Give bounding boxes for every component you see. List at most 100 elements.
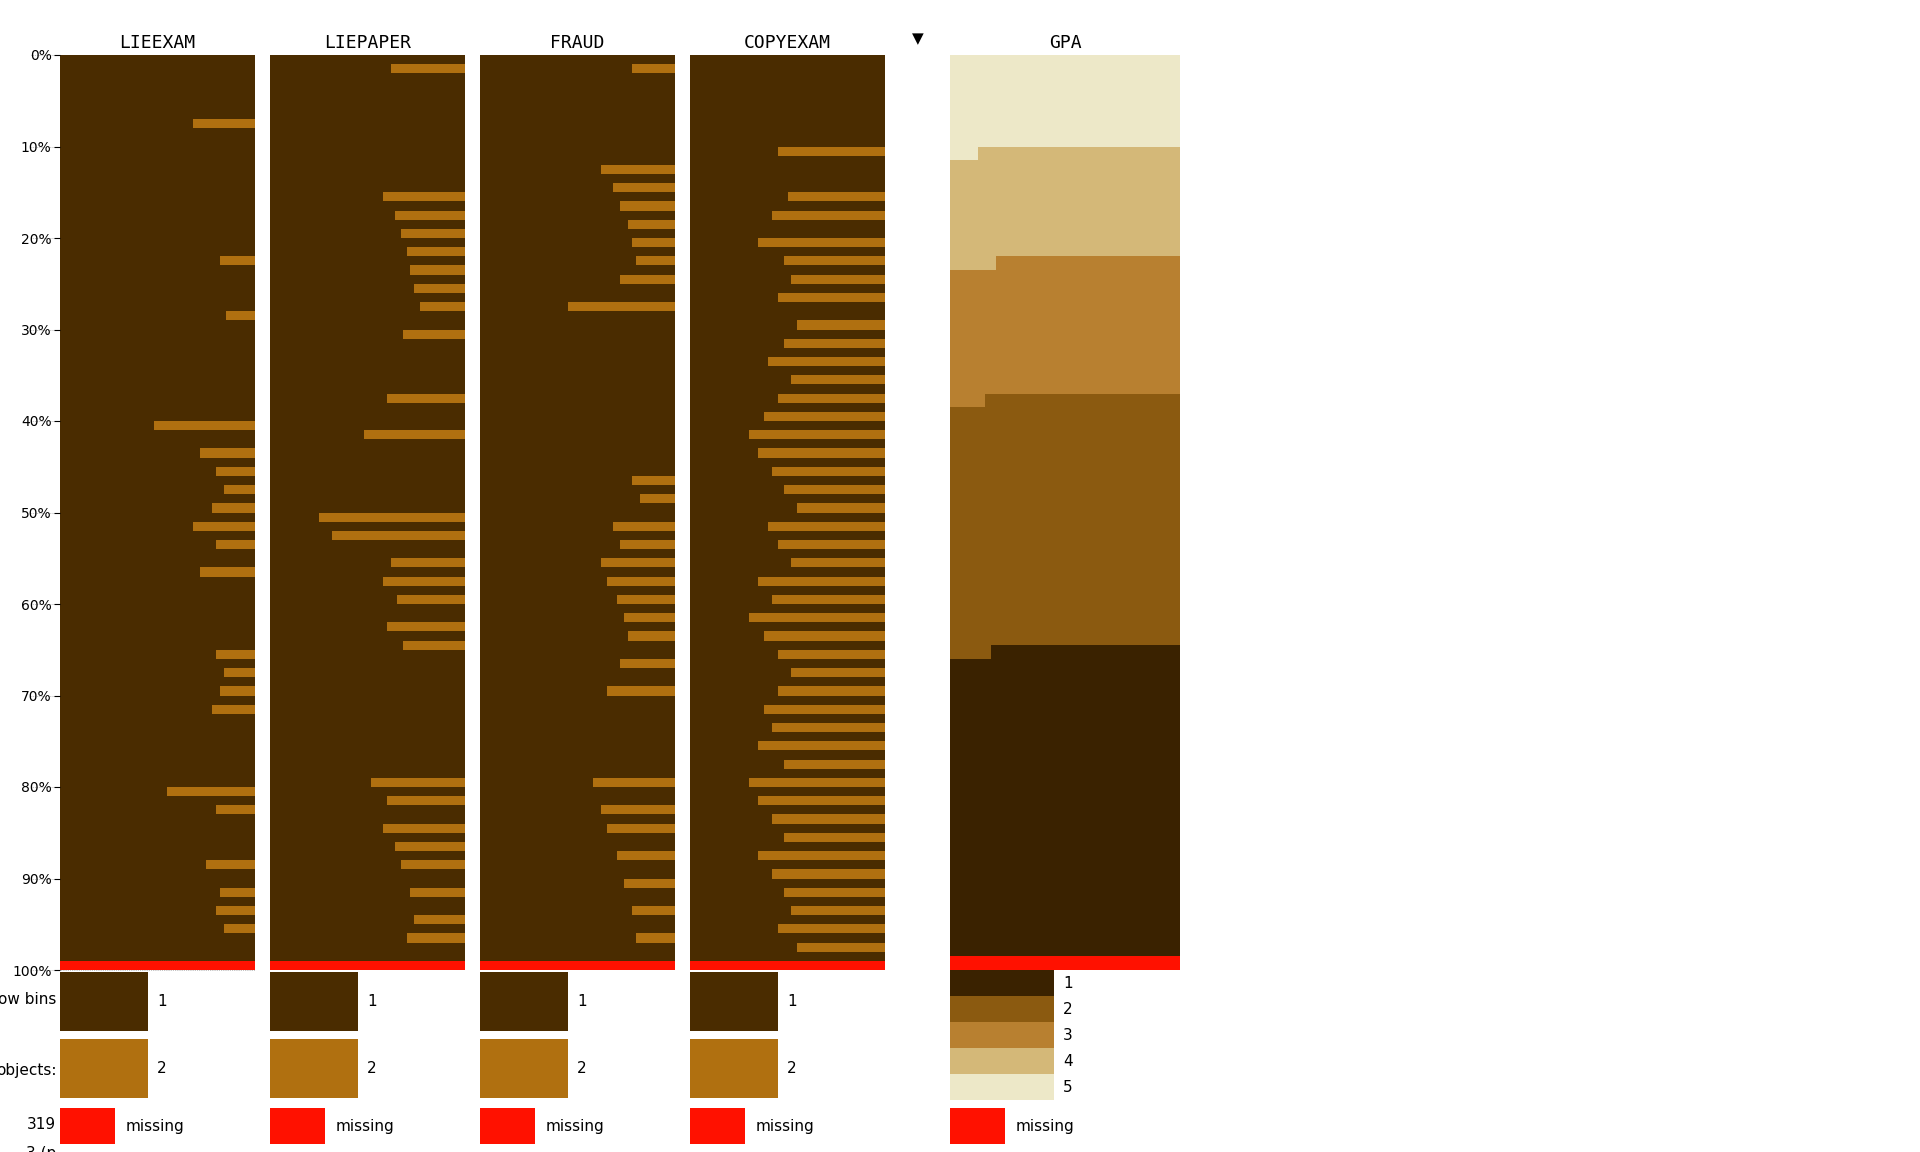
Bar [778, 650, 885, 659]
Bar [791, 274, 885, 283]
Bar [636, 256, 676, 265]
Text: 3: 3 [1064, 1028, 1073, 1043]
Bar [601, 559, 676, 568]
Text: 2: 2 [787, 1061, 797, 1076]
Bar [772, 870, 885, 879]
Bar [639, 494, 676, 503]
Bar [221, 888, 255, 896]
Bar [950, 645, 1181, 956]
Text: 1: 1 [787, 994, 797, 1009]
Bar [791, 668, 885, 677]
Title: GPA: GPA [1048, 35, 1081, 52]
Text: ▼: ▼ [912, 31, 924, 46]
Bar [225, 485, 255, 494]
Bar [950, 394, 985, 408]
Bar [215, 905, 255, 915]
Bar [950, 256, 1181, 394]
Bar [797, 503, 885, 513]
Bar [778, 293, 885, 302]
Bar [221, 687, 255, 696]
Text: 1: 1 [1064, 976, 1073, 991]
Bar [628, 220, 676, 229]
Bar [758, 796, 885, 805]
Bar [764, 412, 885, 420]
Bar [205, 861, 255, 870]
Text: missing: missing [127, 1119, 184, 1134]
Bar [401, 861, 465, 870]
Bar [271, 961, 465, 970]
Bar [783, 339, 885, 348]
Bar [607, 687, 676, 696]
Text: 2: 2 [157, 1061, 167, 1076]
Bar [384, 192, 465, 202]
Bar [620, 274, 676, 283]
Bar [616, 594, 676, 604]
Bar [772, 814, 885, 824]
Bar [411, 888, 465, 896]
Bar [758, 851, 885, 861]
Bar [787, 961, 885, 970]
Bar [411, 265, 465, 274]
Text: 1: 1 [578, 994, 588, 1009]
Text: 2: 2 [1064, 1001, 1073, 1016]
Bar [778, 394, 885, 403]
Bar [632, 65, 676, 74]
Bar [601, 165, 676, 174]
Bar [225, 924, 255, 933]
Text: row bins: row bins [0, 992, 56, 1007]
Text: objects:: objects: [0, 1063, 56, 1078]
Bar [791, 376, 885, 385]
Bar [192, 119, 255, 128]
Bar [601, 805, 676, 814]
Bar [167, 787, 255, 796]
Bar [192, 522, 255, 531]
Bar [620, 540, 676, 550]
Bar [778, 924, 885, 933]
Bar [758, 448, 885, 457]
Bar [612, 183, 676, 192]
Bar [783, 833, 885, 842]
Text: 2: 2 [578, 1061, 588, 1076]
Bar [225, 668, 255, 677]
Bar [950, 956, 1181, 970]
Bar [636, 933, 676, 942]
Title: LIEPAPER: LIEPAPER [324, 35, 411, 52]
Text: 4: 4 [1064, 1053, 1073, 1069]
Bar [332, 531, 465, 540]
Bar [778, 146, 885, 156]
Bar [392, 65, 465, 74]
Bar [407, 248, 465, 256]
Bar [397, 594, 465, 604]
Bar [371, 778, 465, 787]
Bar [772, 467, 885, 476]
Text: 2: 2 [367, 1061, 376, 1076]
Bar [950, 55, 1181, 146]
Bar [778, 540, 885, 550]
Bar [772, 211, 885, 220]
Text: missing: missing [336, 1119, 396, 1134]
Bar [797, 942, 885, 952]
Text: 1: 1 [367, 994, 376, 1009]
Bar [950, 256, 996, 270]
Bar [768, 522, 885, 531]
Bar [568, 302, 676, 311]
Bar [388, 394, 465, 403]
Bar [154, 420, 255, 430]
Bar [749, 430, 885, 439]
Bar [211, 503, 255, 513]
Bar [758, 238, 885, 248]
Text: missing: missing [1016, 1119, 1075, 1134]
Bar [593, 778, 676, 787]
Bar [396, 842, 465, 851]
Bar [758, 576, 885, 585]
Bar [215, 805, 255, 814]
Bar [783, 485, 885, 494]
Bar [388, 796, 465, 805]
Bar [772, 594, 885, 604]
Bar [200, 448, 255, 457]
Text: 5: 5 [1064, 1079, 1073, 1094]
Bar [624, 879, 676, 888]
Bar [363, 430, 465, 439]
Text: 319: 319 [27, 1117, 56, 1132]
Bar [787, 192, 885, 202]
